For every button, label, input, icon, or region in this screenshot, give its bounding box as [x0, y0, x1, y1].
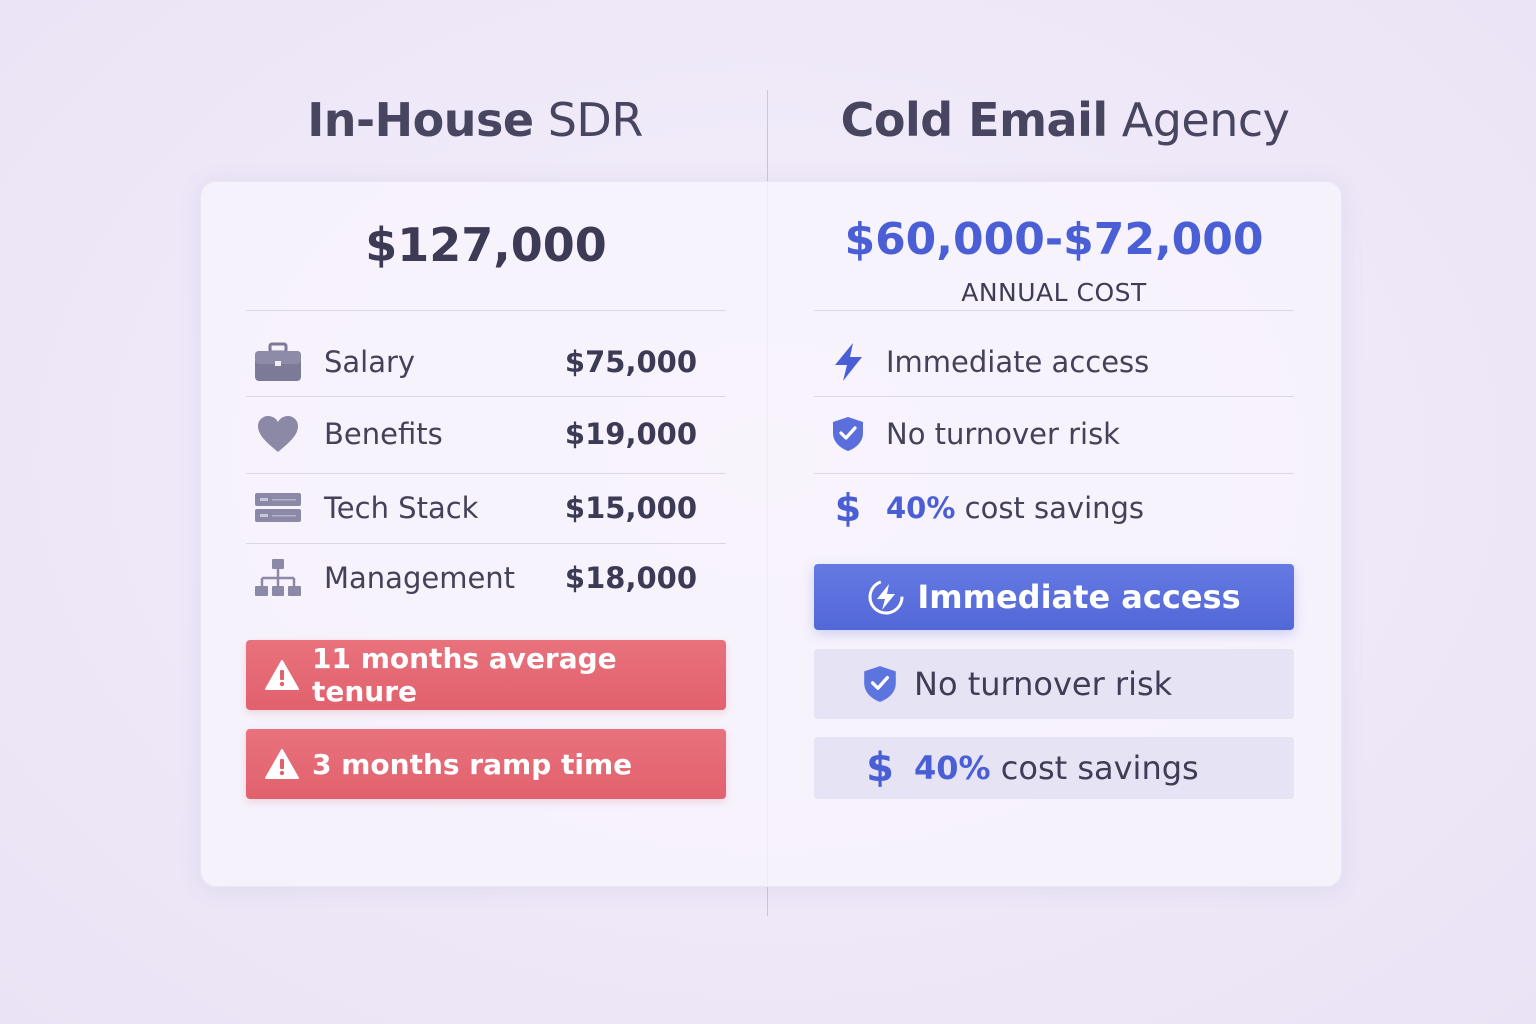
lightning-icon	[826, 342, 870, 382]
warning-icon	[264, 658, 300, 692]
warning-ramp-time: 3 months ramp time	[246, 729, 726, 799]
immediate-access-button[interactable]: Immediate access	[814, 564, 1294, 630]
agency-title: Cold Email Agency	[840, 93, 1290, 147]
in-house-title: In-House SDR	[307, 93, 643, 147]
warning-icon	[264, 747, 300, 781]
annual-cost-caption: ANNUAL COST	[961, 278, 1147, 307]
separator	[814, 473, 1294, 474]
cost-row-tech-stack: Tech Stack $15,000	[252, 478, 697, 538]
separator	[246, 473, 726, 474]
in-house-total-cost: $127,000	[365, 218, 607, 272]
dollar-icon: $	[834, 486, 862, 530]
highlight-no-turnover: No turnover risk	[814, 649, 1294, 719]
org-chart-icon	[252, 558, 304, 598]
benefit-no-turnover: No turnover risk	[826, 404, 1286, 464]
cost-row-salary: Salary $75,000	[252, 332, 697, 392]
agency-total-cost: $60,000-$72,000	[844, 214, 1264, 265]
highlight-cost-savings: $ 40% cost savings	[814, 737, 1294, 799]
separator	[814, 396, 1294, 397]
separator	[246, 543, 726, 544]
cost-row-benefits: Benefits $19,000	[252, 404, 697, 464]
separator	[246, 310, 726, 311]
benefit-cost-savings: $ 40% cost savings	[826, 478, 1286, 538]
separator	[814, 310, 1294, 311]
heart-icon	[252, 414, 304, 454]
warning-tenure: 11 months average tenure	[246, 640, 726, 710]
briefcase-icon	[252, 342, 304, 382]
benefit-immediate-access: Immediate access	[826, 332, 1286, 392]
cost-row-management: Management $18,000	[252, 548, 697, 608]
lightning-icon	[867, 578, 905, 616]
shield-check-icon	[860, 664, 900, 704]
separator	[246, 396, 726, 397]
dollar-icon: $	[866, 745, 894, 791]
server-icon	[252, 488, 304, 528]
shield-check-icon	[826, 414, 870, 454]
